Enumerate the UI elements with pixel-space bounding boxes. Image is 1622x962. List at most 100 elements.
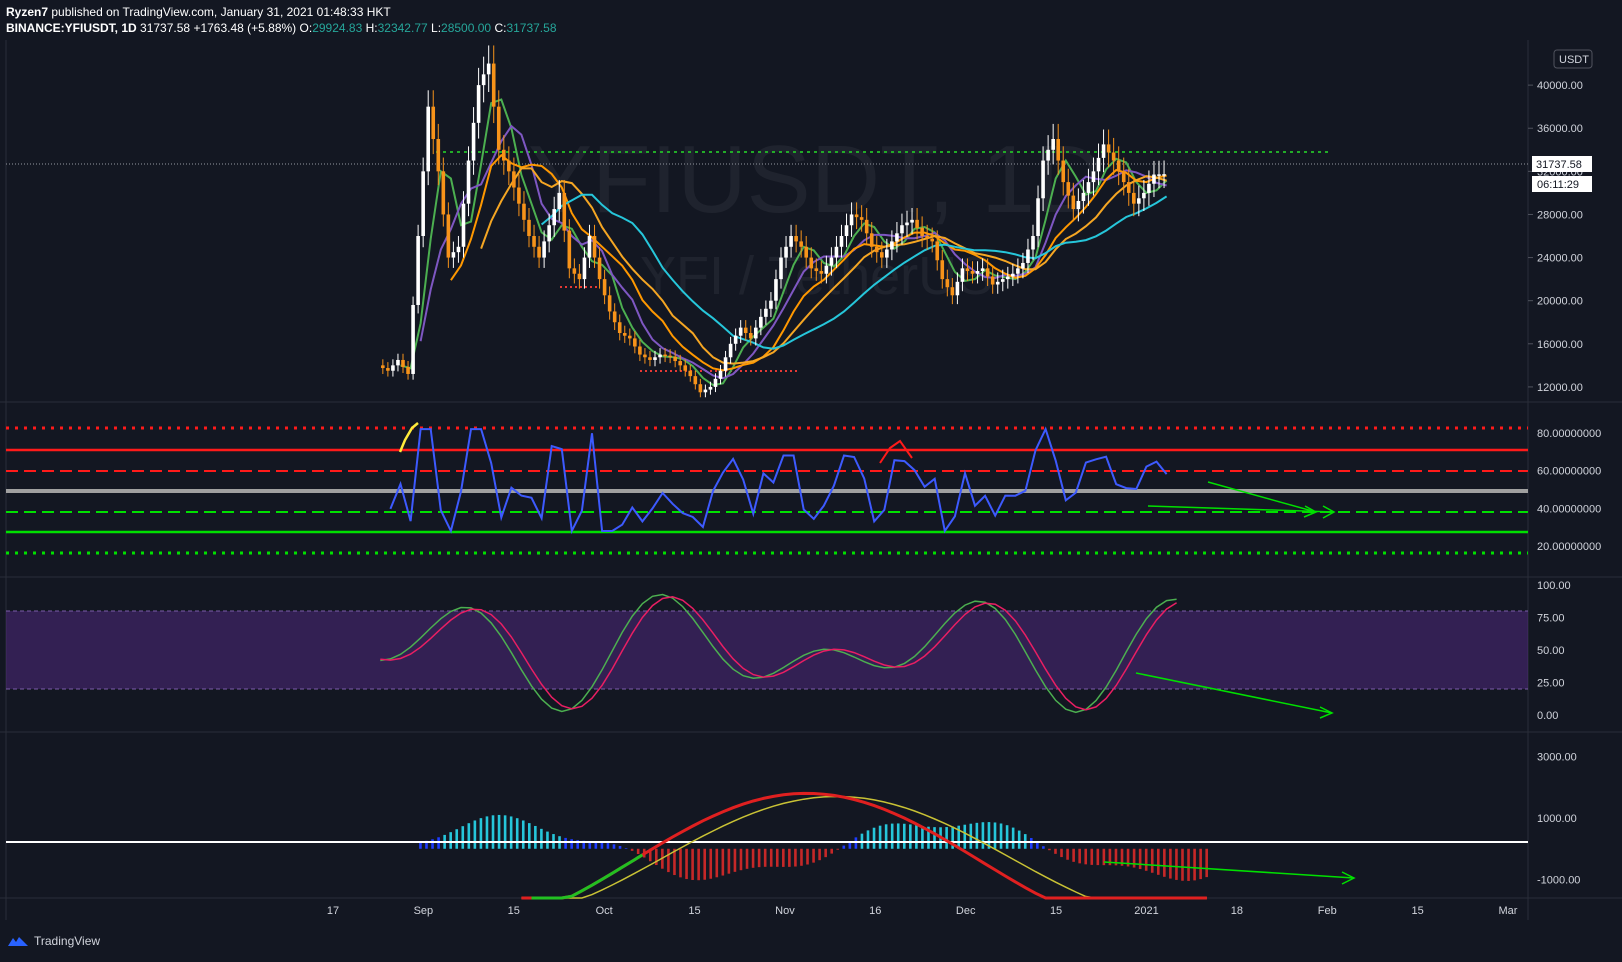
macd-histogram-bar bbox=[636, 848, 640, 855]
candle-body bbox=[703, 389, 708, 393]
candle-body bbox=[1142, 192, 1146, 199]
macd-histogram-bar bbox=[1102, 848, 1106, 866]
macd-axis: 3000.00 1000.00 -1000.00 bbox=[1537, 751, 1580, 886]
candle-body bbox=[960, 268, 965, 282]
candle-body bbox=[542, 241, 546, 258]
macd-histogram-bar bbox=[624, 848, 628, 849]
stoch-k-line bbox=[380, 593, 1177, 714]
candle-body bbox=[653, 357, 657, 360]
rsi-axis: 80.00000000 60.00000000 40.00000000 20.0000… bbox=[1537, 428, 1601, 553]
stoch-tick-label: 100.00 bbox=[1537, 580, 1571, 592]
macd-line-rising bbox=[531, 853, 644, 900]
candle-body bbox=[728, 343, 733, 358]
candle-body bbox=[1137, 198, 1141, 204]
candle-body bbox=[718, 370, 723, 379]
macd-histogram-bar bbox=[570, 839, 573, 849]
tradingview-logo[interactable]: TradingView bbox=[6, 934, 100, 948]
macd-histogram-bar bbox=[667, 848, 670, 873]
macd-histogram-bar bbox=[1042, 846, 1045, 849]
candle-body bbox=[819, 271, 824, 274]
candle-body bbox=[421, 171, 425, 237]
candle-body bbox=[461, 203, 466, 247]
candle-body bbox=[779, 257, 783, 280]
macd-histogram-bar bbox=[588, 841, 592, 849]
candle-body bbox=[738, 327, 743, 336]
candle-body bbox=[713, 378, 718, 387]
macd-histogram-bar bbox=[1078, 848, 1081, 864]
candle-body bbox=[648, 357, 652, 360]
stoch-tick-label: 0.00 bbox=[1537, 710, 1558, 722]
macd-histogram-bar bbox=[679, 848, 682, 878]
open-value: 29924.83 bbox=[312, 21, 363, 35]
macd-histogram-bar bbox=[503, 815, 507, 849]
rsi-line bbox=[389, 426, 1168, 535]
macd-histogram-bar bbox=[685, 848, 688, 880]
candle-body bbox=[486, 63, 491, 75]
time-axis: 17 Sep 15 Oct 15 Nov 16 Dec 15 2021 18 Feb 15 Mar bbox=[327, 905, 1518, 917]
candle-body bbox=[1111, 152, 1116, 161]
usdt-badge-text: USDT bbox=[1559, 54, 1589, 66]
candle-body bbox=[900, 225, 904, 234]
macd-histogram-bar bbox=[812, 848, 815, 863]
candle-body bbox=[587, 236, 592, 258]
macd-histogram-bar bbox=[1193, 848, 1196, 881]
rsi-overbought-segments bbox=[879, 439, 913, 464]
candle-body bbox=[507, 160, 511, 172]
macd-histogram-bar bbox=[824, 848, 827, 858]
rsi-divergence-arrows bbox=[1147, 481, 1336, 519]
candle-body bbox=[1041, 160, 1045, 199]
candle-body bbox=[496, 106, 501, 150]
candle-body bbox=[940, 260, 945, 280]
candle-body bbox=[1106, 144, 1111, 153]
macd-histogram-bar bbox=[1084, 848, 1088, 865]
last-price: 31737.58 bbox=[140, 21, 191, 35]
candle-body bbox=[411, 304, 415, 374]
last-price-tag: 31737.58 06:11:29 bbox=[1532, 156, 1592, 192]
candle-body bbox=[572, 268, 577, 274]
candle-body bbox=[1026, 249, 1030, 263]
candle-body bbox=[890, 241, 894, 250]
macd-histogram-bar bbox=[848, 841, 852, 849]
macd-histogram-bar bbox=[1011, 827, 1015, 849]
macd-tick-label: -1000.00 bbox=[1537, 875, 1580, 887]
candle-body bbox=[466, 160, 471, 204]
candle-body bbox=[925, 236, 929, 239]
candle-body bbox=[476, 85, 481, 123]
macd-histogram-bar bbox=[757, 848, 761, 868]
candle-body bbox=[995, 281, 1000, 285]
macd-signal-line bbox=[521, 795, 1207, 899]
macd-histogram-bar bbox=[836, 848, 840, 850]
close-value: 31737.58 bbox=[506, 21, 557, 35]
candle-body bbox=[1162, 174, 1166, 176]
candle-body bbox=[1147, 183, 1151, 193]
time-tick-label: 15 bbox=[1050, 905, 1062, 917]
candle-body bbox=[1011, 273, 1015, 277]
candle-body bbox=[562, 192, 567, 231]
rsi-yellow-peak bbox=[398, 422, 419, 453]
candle-body bbox=[794, 236, 798, 242]
macd-histogram-bar bbox=[612, 844, 616, 849]
macd-histogram-bar bbox=[1114, 848, 1118, 866]
price-tick-label: 28000.00 bbox=[1537, 209, 1583, 221]
macd-histogram-bar bbox=[1187, 848, 1190, 881]
symbol-label[interactable]: BINANCE:YFIUSDT, 1D bbox=[6, 21, 137, 35]
macd-histogram-bar bbox=[1126, 848, 1130, 867]
candle-body bbox=[1056, 139, 1060, 161]
time-tick-label: 16 bbox=[869, 905, 881, 917]
usdt-badge[interactable]: USDT bbox=[1553, 49, 1593, 69]
macd-histogram-bar bbox=[546, 831, 549, 849]
macd-histogram-bar bbox=[437, 837, 440, 849]
candle-body bbox=[557, 192, 562, 210]
candle-body bbox=[612, 311, 617, 323]
macd-histogram-bar bbox=[800, 848, 803, 866]
macd-histogram-bar bbox=[1096, 848, 1100, 866]
candle-body bbox=[491, 63, 496, 107]
candle-body bbox=[386, 368, 390, 371]
author-name[interactable]: Ryzen7 bbox=[6, 5, 49, 19]
moving-average-line bbox=[540, 193, 1168, 350]
time-tick-label: Sep bbox=[414, 905, 434, 917]
moving-averages bbox=[400, 98, 1168, 387]
macd-histogram-bar bbox=[419, 841, 422, 849]
candle-body bbox=[567, 230, 572, 269]
